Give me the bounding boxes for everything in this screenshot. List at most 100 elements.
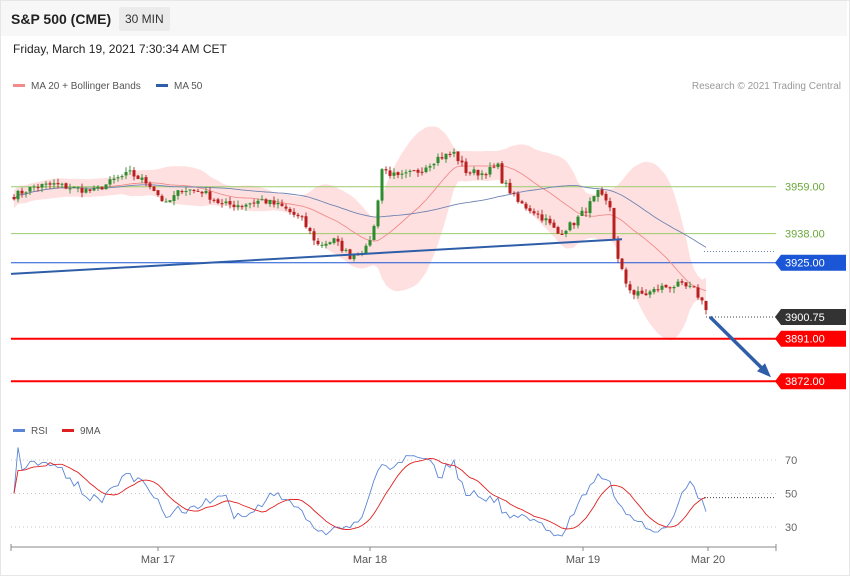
- candle-body: [560, 233, 564, 235]
- level-label-3959.00: 3959.00: [785, 182, 825, 194]
- candle-body: [204, 190, 208, 194]
- ma50-line: [13, 184, 707, 248]
- candle-body: [380, 169, 384, 201]
- candle-body: [344, 249, 348, 251]
- candle-body: [372, 226, 376, 241]
- x-tick-label: Mar 19: [566, 554, 600, 566]
- candle-body: [352, 255, 356, 260]
- candle-body: [212, 199, 216, 201]
- candle-body: [516, 193, 520, 202]
- candle-body: [96, 186, 100, 189]
- candle-body: [400, 173, 404, 175]
- candle-body: [384, 169, 388, 171]
- candle-body: [252, 202, 256, 204]
- candle-body: [52, 183, 56, 185]
- candle-body: [220, 203, 224, 205]
- candle-body: [552, 222, 556, 228]
- candle-body: [284, 206, 288, 209]
- candle-body: [544, 218, 548, 221]
- candle-body: [428, 166, 432, 168]
- candle-body: [236, 205, 240, 208]
- 9ma-swatch: [62, 428, 74, 432]
- candle-body: [548, 218, 552, 224]
- candle-body: [240, 206, 244, 208]
- candle-body: [328, 242, 332, 244]
- candle-body: [424, 167, 428, 173]
- symbol-title: S&P 500 (CME): [11, 11, 112, 27]
- candle-body: [408, 170, 412, 172]
- candle-body: [412, 170, 416, 172]
- candle-body: [156, 190, 160, 196]
- candle-body: [272, 200, 276, 205]
- candle-body: [12, 197, 16, 200]
- candle-body: [616, 239, 620, 259]
- candle-body: [72, 186, 76, 188]
- candle-body: [292, 211, 296, 215]
- candle-body: [416, 169, 420, 173]
- candle-body: [396, 172, 400, 176]
- candle-body: [24, 192, 28, 194]
- candle-body: [248, 203, 252, 205]
- candle-body: [628, 284, 632, 291]
- candle-body: [636, 291, 640, 296]
- candle-body: [388, 170, 392, 176]
- candle-body: [296, 214, 300, 217]
- level-label-3938.00: 3938.00: [785, 229, 825, 241]
- candle-body: [588, 201, 592, 214]
- level-tag-label-3891.00: 3891.00: [785, 334, 825, 346]
- candle-body: [468, 172, 472, 174]
- candle-body: [36, 187, 40, 189]
- candle-body: [448, 153, 452, 155]
- candle-body: [172, 195, 176, 201]
- legend-rsi-label: RSI: [31, 426, 48, 437]
- candle-body: [308, 227, 312, 232]
- candle-body: [16, 190, 20, 200]
- interval-selector[interactable]: 30 MIN: [119, 7, 170, 31]
- candle-body: [656, 289, 660, 291]
- candle-body: [532, 211, 536, 214]
- level-tag-label-3900.75: 3900.75: [785, 312, 825, 324]
- level-tag-3925.00: [775, 254, 846, 271]
- candle-body: [608, 201, 612, 208]
- rsi-swatch: [13, 428, 25, 432]
- candle-body: [452, 151, 456, 154]
- candle-body: [648, 291, 652, 295]
- candle-body: [324, 243, 328, 246]
- x-tick-label: Mar 20: [691, 554, 725, 566]
- candle-body: [536, 213, 540, 215]
- candle-body: [60, 183, 64, 185]
- candle-body: [80, 187, 84, 193]
- candle-body: [132, 170, 136, 177]
- rsi-line: [13, 447, 707, 537]
- level-tag-3872.00: [775, 373, 846, 390]
- candle-body: [192, 189, 196, 191]
- candle-body: [76, 187, 80, 189]
- trendline: [10, 238, 623, 275]
- candle-body: [136, 175, 140, 179]
- candle-body: [216, 199, 220, 204]
- candle-body: [208, 191, 212, 200]
- candle-body: [184, 191, 188, 193]
- candle-body: [508, 182, 512, 194]
- rsi-tick-70: 70: [785, 455, 797, 467]
- candle-body: [312, 231, 316, 241]
- candle-body: [48, 183, 52, 185]
- candle-body: [496, 163, 500, 168]
- candle-body: [84, 188, 88, 193]
- candle-body: [644, 293, 648, 296]
- candle-body: [112, 178, 116, 180]
- candle-body: [576, 216, 580, 226]
- candle-body: [524, 203, 528, 209]
- candle-body: [260, 199, 264, 201]
- candle-body: [704, 300, 708, 311]
- candle-body: [140, 177, 144, 180]
- ma50-swatch: [156, 83, 168, 87]
- candle-body: [520, 201, 524, 204]
- legend-ma50-label: MA 50: [174, 81, 203, 92]
- candle-body: [116, 177, 120, 179]
- candle-body: [444, 153, 448, 160]
- candle-body: [556, 227, 560, 234]
- candle-body: [152, 186, 156, 191]
- candle-body: [232, 204, 236, 208]
